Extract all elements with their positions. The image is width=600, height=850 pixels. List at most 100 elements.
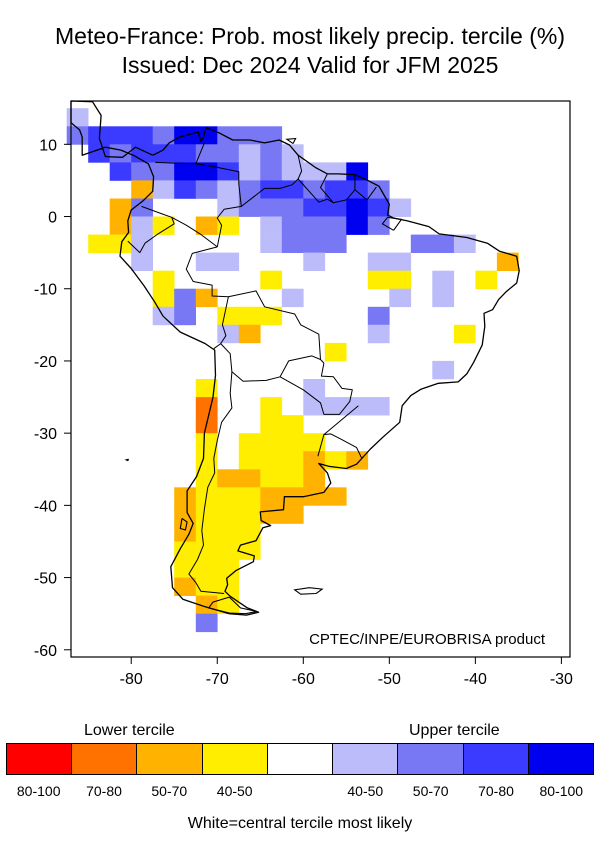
grid-cell (66, 126, 89, 145)
grid-cell (432, 288, 455, 308)
legend-swatch (333, 744, 399, 774)
grid-cell (174, 541, 196, 560)
grid-cell (238, 487, 261, 506)
grid-cell (281, 234, 304, 253)
grid-cell (281, 216, 304, 235)
grid-cell (195, 523, 218, 542)
grid-cell (109, 234, 132, 253)
grid-cell (152, 180, 175, 199)
grid-cell (217, 523, 240, 542)
grid-cell (217, 559, 240, 578)
legend-swatch (267, 744, 334, 774)
y-tick-label: -40 (34, 498, 57, 515)
grid-cell (281, 469, 304, 488)
grid-cell (195, 469, 218, 488)
grid-cell (346, 216, 369, 235)
grid-cell (238, 180, 261, 199)
grid-cell (195, 577, 218, 596)
legend-range-label: 70-80 (478, 783, 514, 799)
country-border (171, 216, 218, 248)
grid-cell (260, 234, 283, 253)
legend-range-label: 70-80 (86, 783, 122, 799)
grid-cell (260, 198, 283, 217)
grid-cell (109, 216, 132, 235)
grid-cell (174, 559, 196, 578)
legend-range-label: 50-70 (151, 783, 188, 799)
grid-cell (109, 198, 132, 217)
grid-cell (152, 126, 175, 145)
island-outline (124, 458, 130, 462)
grid-cell (281, 288, 304, 308)
map-panel: -80 -70 -60 -50 -40 -30100-10-20-30-40-50-60 … (34, 100, 573, 688)
grid-cell (367, 324, 390, 344)
country-border (220, 343, 321, 382)
grid-cell (66, 108, 89, 127)
grid-cell (217, 324, 240, 344)
grid-cell (410, 234, 433, 253)
country-border (320, 173, 356, 204)
grid-cell (281, 451, 304, 470)
legend-footer: White=central tercile most likely (187, 815, 413, 832)
grid-cell (195, 541, 218, 560)
grid-cell (217, 252, 240, 271)
grid-cell (152, 288, 175, 308)
grid-cell (238, 198, 261, 217)
grid-cell (324, 180, 347, 199)
grid-cell (131, 252, 153, 271)
y-tick-label: -50 (34, 571, 57, 588)
grid-cell (174, 577, 196, 596)
grid-cell (195, 433, 218, 452)
grid-cell (324, 216, 347, 235)
grid-cell (281, 433, 304, 452)
grid-cell (217, 595, 240, 614)
grid-cell (281, 144, 304, 163)
legend-range-label: 80-100 (539, 783, 584, 799)
grid-cell (324, 487, 347, 506)
grid-cell (217, 541, 240, 560)
legend-swatch (137, 744, 203, 774)
grid-cell (432, 234, 455, 253)
grid-cell (367, 397, 390, 416)
grid-cell (195, 397, 218, 416)
grid-cell (367, 198, 390, 217)
x-tick-label: -60 (292, 671, 315, 688)
island-outline (285, 137, 297, 145)
grid-cell (281, 162, 304, 181)
grid-cell (281, 198, 304, 217)
grid-cell (260, 270, 283, 290)
grid-cell (174, 162, 196, 181)
x-tick-label: -70 (206, 671, 229, 688)
grid-cell (281, 180, 304, 199)
grid-cell (88, 234, 110, 253)
map-frame (70, 100, 571, 658)
grid-cell (260, 216, 283, 235)
grid-cell (217, 198, 240, 217)
grid-cell (303, 216, 326, 235)
grid-cell (152, 162, 175, 181)
country-border (297, 178, 334, 204)
grid-cell (238, 162, 261, 181)
legend-range-label: 80-100 (16, 783, 61, 799)
grid-cell (260, 451, 283, 470)
grid-cell (432, 360, 455, 380)
grid-cell (238, 505, 261, 524)
grid-cell (389, 270, 412, 290)
grid-cell (217, 306, 240, 326)
grid-cell (217, 505, 240, 524)
legend-swatch (202, 744, 268, 774)
grid-cell (174, 180, 196, 199)
grid-cell (109, 126, 132, 145)
y-tick-label: -30 (34, 426, 57, 443)
island-outline (179, 517, 188, 531)
legend-swatch (72, 744, 138, 774)
grid-cell (303, 234, 326, 253)
grid-cell (303, 162, 326, 181)
grid-cell (195, 216, 218, 235)
x-tick-label: -30 (550, 671, 573, 688)
grid-cell (303, 379, 326, 398)
grid-cell (195, 180, 218, 199)
x-tick-label: -50 (378, 671, 401, 688)
country-border (185, 246, 229, 350)
grid-cell (217, 162, 240, 181)
grid-cell (131, 234, 153, 253)
